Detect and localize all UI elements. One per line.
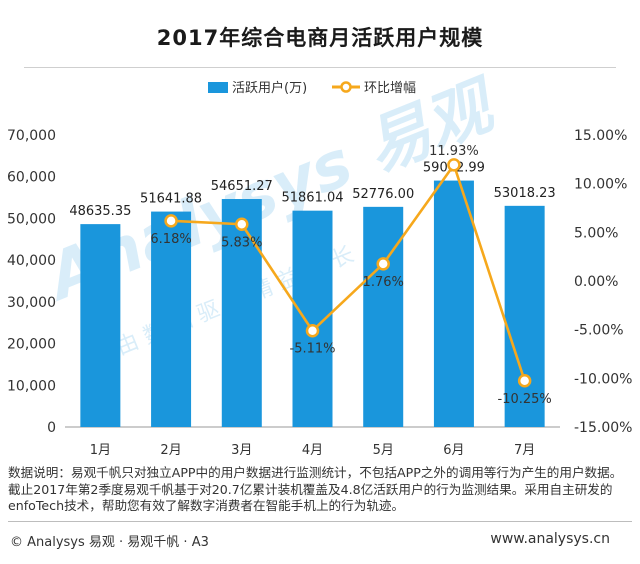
footer-copyright: © Analysys 易观 · 易观千帆 · A3 xyxy=(10,535,209,550)
growth-value-label: 11.93% xyxy=(429,144,479,159)
footer-url[interactable]: www.analysys.cn xyxy=(490,531,610,547)
y-left-tick-label: 20,000 xyxy=(7,337,56,353)
bar-value-label: 48635.35 xyxy=(69,204,131,219)
y-right-tick-label: 15.00% xyxy=(574,128,627,144)
bar-labels: 48635.35 51641.88 54651.27 51861.04 52776.00… xyxy=(69,161,555,220)
y-right-tick-label: 5.00% xyxy=(574,225,618,241)
x-tick-label: 4月 xyxy=(302,443,323,458)
y-left-tick-label: 50,000 xyxy=(7,211,56,227)
y-left-tick-label: 40,000 xyxy=(7,253,56,269)
data-note: 数据说明：易观千帆只对独立APP中的用户数据进行监测统计，不包括APP之外的调用… xyxy=(8,465,623,513)
growth-line-path xyxy=(171,163,526,382)
growth-value-label: -5.11% xyxy=(290,342,336,357)
legend-bar-swatch xyxy=(208,82,228,93)
bar xyxy=(151,211,192,427)
legend-line-marker xyxy=(340,81,352,93)
y-right-tick-label: -5.00% xyxy=(574,323,624,339)
bar xyxy=(504,205,545,427)
growth-value-label: 1.76% xyxy=(363,275,404,290)
growth-value-label: 6.18% xyxy=(150,232,191,247)
y-right-tick-label: -15.00% xyxy=(574,420,632,436)
chart: Analysys 易观 由 数 据 驱 动 精 益 成 长 活跃用户(万) 环比… xyxy=(7,67,632,458)
y-left-tick-label: 70,000 xyxy=(7,128,56,144)
legend-item-bar: 活跃用户(万) xyxy=(208,80,307,96)
title-divider xyxy=(24,67,616,68)
y-right-tick-label: 10.00% xyxy=(574,177,627,193)
x-tick-label: 5月 xyxy=(373,443,394,458)
growth-value-label: -10.25% xyxy=(498,392,552,407)
bar-value-label: 52776.00 xyxy=(352,187,414,202)
bar xyxy=(221,199,262,427)
growth-point xyxy=(376,257,390,271)
y-left-tick-label: 60,000 xyxy=(7,170,56,186)
growth-point xyxy=(235,217,249,232)
bar xyxy=(433,180,474,427)
growth-point xyxy=(164,214,178,228)
growth-point xyxy=(305,323,320,338)
note-divider xyxy=(8,521,632,522)
bar xyxy=(80,224,121,427)
growth-point xyxy=(447,158,461,172)
x-tick-label: 1月 xyxy=(90,443,111,458)
x-tick-label: 6月 xyxy=(443,443,464,458)
legend: 活跃用户(万) 环比增幅 xyxy=(208,80,416,96)
bar-value-label: 51641.88 xyxy=(140,192,202,207)
y-right-tick-label: -10.00% xyxy=(574,371,632,387)
bar-value-label: 53018.23 xyxy=(494,186,556,201)
x-tick-label: 2月 xyxy=(160,443,181,458)
growth-point xyxy=(517,374,532,388)
y-left-tick-label: 30,000 xyxy=(7,295,56,311)
legend-line-label: 环比增幅 xyxy=(364,81,416,96)
bar-value-label: 54651.27 xyxy=(211,179,273,194)
growth-line: 6.18% 5.83% -5.11% 1.76% 11.93% -10.25% xyxy=(150,144,551,407)
legend-bar-label: 活跃用户(万) xyxy=(232,80,307,96)
bar xyxy=(363,206,404,427)
bars xyxy=(80,180,545,427)
legend-item-line: 环比增幅 xyxy=(332,81,416,96)
chart-title: 2017年综合电商月活跃用户规模 xyxy=(156,26,484,50)
y-left-tick-label: 0 xyxy=(47,420,56,436)
bar-value-label: 51861.04 xyxy=(281,191,343,206)
x-tick-label: 3月 xyxy=(231,443,252,458)
x-tick-label: 7月 xyxy=(514,443,535,458)
y-left-tick-label: 10,000 xyxy=(7,378,56,394)
growth-value-label: 5.83% xyxy=(221,235,262,250)
axes: 0 10,000 20,000 30,000 40,000 50,000 60,000 70,… xyxy=(7,128,632,458)
y-right-tick-label: 0.00% xyxy=(574,274,618,290)
